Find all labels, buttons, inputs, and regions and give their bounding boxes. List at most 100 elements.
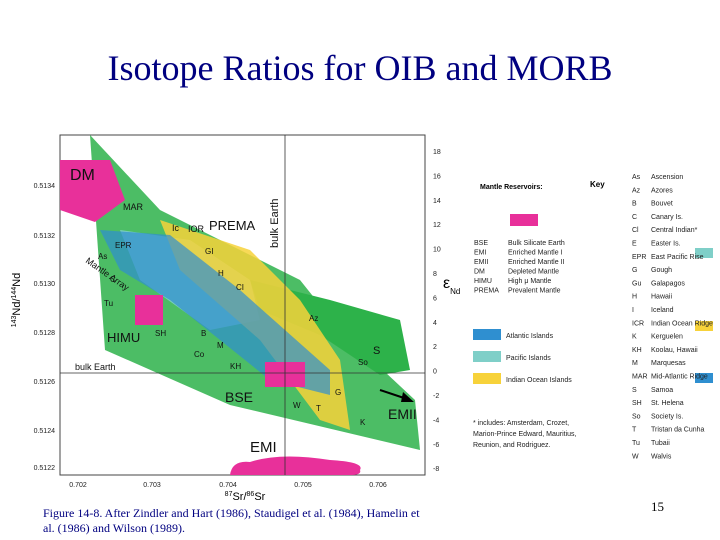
locality-name: Mid-Atlantic Ridge [651, 374, 708, 381]
reservoir-name: Prevalent Mantle [508, 288, 561, 295]
locality-name: Samoa [651, 387, 673, 394]
y-tick-label: 0.5128 [34, 330, 56, 337]
eps-tick-label: 16 [433, 173, 441, 180]
reservoir-name: Bulk Silicate Earth [508, 240, 565, 247]
locality-name: Gough [651, 267, 672, 274]
field-label: PREMA [209, 218, 256, 233]
x-tick-label: 0.704 [219, 482, 237, 489]
locality-code: Az [632, 187, 641, 194]
reservoir-code: PREMA [474, 288, 499, 295]
group-swatch [473, 351, 501, 362]
y-tick-label: 0.5124 [34, 428, 56, 435]
field-label: Ic [172, 223, 180, 233]
group-label: Pacific Islands [506, 355, 551, 362]
locality-name: Bouvet [651, 201, 673, 208]
field-label: GI [205, 247, 213, 256]
eps-tick-label: 18 [433, 149, 441, 156]
figure: 143Nd/144Nd 87Sr/86Sr εNd [11, 134, 460, 503]
locality-name: Walvis [651, 453, 672, 460]
locality-code: E [632, 241, 637, 248]
locality-name: Tristan da Cunha [651, 427, 705, 434]
key-title: Key [590, 180, 605, 189]
x-tick-label: 0.703 [143, 482, 161, 489]
field-label: S [373, 345, 380, 357]
locality-code: H [632, 294, 637, 301]
locality-code: ICR [632, 320, 644, 327]
eps-tick-label: -8 [433, 466, 439, 473]
reservoirs-title: Mantle Reservoirs: [480, 184, 543, 191]
field-label: IOR [188, 224, 205, 234]
reservoir-code: EMI [474, 250, 487, 257]
locality-name: Canary Is. [651, 214, 683, 221]
mar-swatch [695, 373, 713, 383]
field-label: BSE [225, 389, 253, 405]
field-label: T [316, 404, 321, 413]
locality-code: EPR [632, 254, 646, 261]
arrow-head [401, 392, 414, 402]
locality-code: Tu [632, 440, 640, 447]
locality-code: KH [632, 347, 642, 354]
field-label: bulk Earth [269, 198, 281, 248]
locality-code: K [632, 334, 637, 341]
eps-tick-label: 6 [433, 295, 437, 302]
eps-tick-label: -4 [433, 417, 439, 424]
locality-name: Ascension [651, 174, 683, 181]
locality-code: W [632, 453, 639, 460]
locality-name: Central Indian* [651, 227, 698, 234]
field-label: As [98, 252, 107, 261]
reservoir-code: DM [474, 269, 485, 276]
field-label: B [201, 329, 206, 338]
field-label: W [293, 401, 301, 410]
x-axis-label: 87Sr/86Sr [225, 491, 266, 503]
reservoir-name: Enriched Mantle I [508, 250, 563, 257]
reservoir-code: BSE [474, 240, 488, 247]
locality-name: East Pacific Rise [651, 254, 704, 261]
locality-code: G [632, 267, 637, 274]
footnote: Reunion, and Rodriguez. [473, 442, 550, 449]
locality-name: Iceland [651, 307, 674, 314]
eps-tick-label: 2 [433, 344, 437, 351]
group-label: Indian Ocean Islands [506, 377, 572, 384]
group-label: Atlantic Islands [506, 333, 554, 340]
eps-axis-label: εNd [443, 275, 460, 296]
locality-code: I [632, 307, 634, 314]
y-tick-label: 0.5122 [34, 465, 56, 472]
y-tick-label: 0.5130 [34, 281, 56, 288]
dm-field [60, 160, 125, 222]
locality-code: C [632, 214, 637, 221]
locality-name: Azores [651, 187, 673, 194]
eps-tick-label: 14 [433, 198, 441, 205]
eps-tick-label: 10 [433, 247, 441, 254]
locality-code: T [632, 427, 637, 434]
field-label: Tu [104, 299, 113, 308]
locality-name: Kerguelen [651, 334, 683, 341]
x-tick-label: 0.705 [294, 482, 312, 489]
reservoir-name: Depleted Mantle [508, 269, 559, 276]
field-label: HIMU [107, 330, 140, 345]
field-label: K [360, 418, 366, 427]
eps-tick-label: 0 [433, 369, 437, 376]
eps-tick-label: 8 [433, 271, 437, 278]
locality-name: Tubaii [651, 440, 670, 447]
x-tick-label: 0.706 [369, 482, 387, 489]
field-label: SH [155, 329, 166, 338]
locality-code: MAR [632, 374, 648, 381]
locality-code: S [632, 387, 637, 394]
locality-code: Gu [632, 280, 641, 287]
reservoir-code: HIMU [474, 278, 492, 285]
eps-tick-label: -6 [433, 442, 439, 449]
epr-swatch [695, 248, 713, 258]
reservoir-swatch [510, 214, 538, 226]
field-label: H [218, 269, 224, 278]
y-axis-label: 143Nd/144Nd [11, 273, 23, 328]
locality-code: As [632, 174, 641, 181]
eps-tick-label: -2 [433, 393, 439, 400]
slide-title: Isotope Ratios for OIB and MORB [108, 48, 613, 88]
locality-name: Galapagos [651, 280, 685, 287]
locality-code: M [632, 360, 638, 367]
group-swatch [473, 373, 501, 384]
locality-code: SH [632, 400, 642, 407]
field-label: KH [230, 362, 241, 371]
x-tick-label: 0.702 [69, 482, 87, 489]
